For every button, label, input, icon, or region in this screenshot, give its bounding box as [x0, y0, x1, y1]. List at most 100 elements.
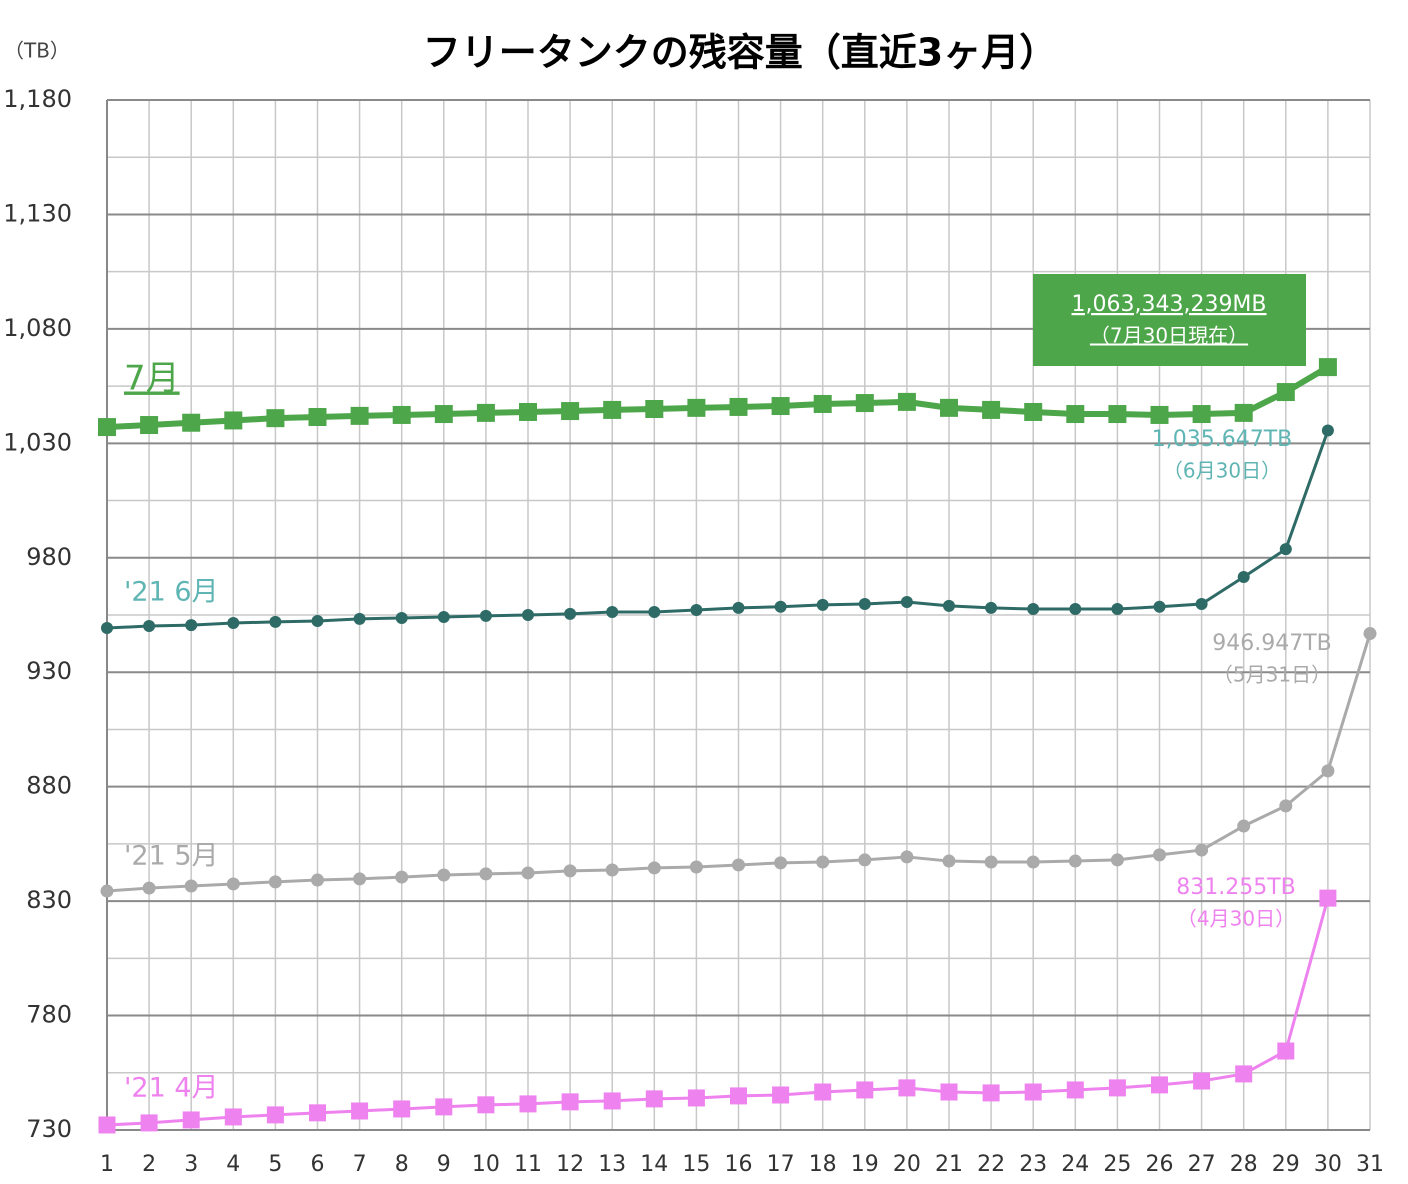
marker: [855, 394, 874, 413]
series-label: 7月: [124, 359, 180, 399]
x-tick-label: 12: [556, 1152, 584, 1177]
marker: [519, 1095, 537, 1113]
marker: [563, 864, 577, 878]
y-tick-label: 880: [26, 772, 72, 800]
x-tick-label: 29: [1272, 1152, 1300, 1177]
x-tick-label: 6: [311, 1152, 325, 1177]
x-tick-label: 20: [893, 1152, 921, 1177]
marker: [98, 1116, 116, 1134]
marker: [395, 870, 409, 884]
marker: [1279, 543, 1292, 556]
marker: [522, 609, 534, 621]
marker: [561, 1093, 579, 1111]
y-tick-label: 780: [26, 1001, 72, 1029]
marker: [392, 405, 411, 424]
marker: [1066, 1081, 1084, 1099]
marker: [1151, 1076, 1168, 1094]
series: [98, 358, 1337, 437]
marker: [561, 402, 580, 421]
marker: [1110, 853, 1124, 867]
marker: [434, 405, 453, 424]
marker: [856, 1081, 874, 1099]
marker: [269, 615, 282, 628]
x-tick-label: 24: [1061, 1152, 1089, 1177]
marker: [940, 398, 958, 417]
marker: [224, 1108, 242, 1126]
marker: [476, 403, 495, 422]
marker: [1234, 403, 1253, 422]
annotation: （6月30日）: [1163, 459, 1281, 483]
marker: [982, 1084, 1000, 1102]
marker: [1027, 603, 1040, 616]
x-tick-label: 22: [977, 1152, 1005, 1177]
series-label: '21 5月: [124, 841, 219, 872]
annotation: （5月31日）: [1213, 663, 1331, 687]
marker: [311, 873, 324, 887]
series-line: [106, 430, 1330, 630]
annotation: （7月30日現在）: [1090, 324, 1248, 348]
marker: [690, 603, 703, 616]
marker: [1153, 600, 1166, 613]
marker: [816, 598, 829, 611]
series-label: '21 6月: [124, 577, 219, 608]
x-tick-label: 28: [1230, 1152, 1258, 1177]
y-tick-label: 830: [26, 886, 72, 914]
y-unit: （TB）: [4, 39, 70, 63]
y-tick-label: 1,030: [3, 428, 72, 456]
marker: [771, 397, 790, 416]
marker: [1277, 1042, 1295, 1060]
marker: [1237, 819, 1251, 833]
marker: [732, 601, 745, 614]
x-tick-label: 31: [1356, 1152, 1384, 1177]
series: [101, 424, 1334, 635]
marker: [224, 411, 243, 430]
x-tick-label: 17: [767, 1152, 795, 1177]
marker: [606, 606, 619, 619]
marker: [1279, 799, 1293, 813]
marker: [814, 1083, 832, 1101]
marker: [897, 392, 916, 411]
marker: [647, 861, 661, 875]
marker: [1235, 1065, 1253, 1083]
series: [98, 889, 1337, 1134]
marker: [984, 855, 998, 869]
marker: [772, 1086, 790, 1104]
x-tick-label: 8: [395, 1152, 409, 1177]
marker: [858, 853, 872, 867]
marker: [603, 400, 622, 419]
marker: [143, 619, 156, 632]
marker: [182, 1111, 200, 1129]
marker: [351, 1102, 369, 1120]
marker: [732, 858, 745, 872]
marker: [227, 617, 240, 630]
x-tick-label: 19: [851, 1152, 879, 1177]
marker: [1195, 598, 1208, 611]
series: [100, 627, 1377, 898]
x-tick-label: 25: [1103, 1152, 1131, 1177]
marker: [100, 884, 114, 898]
x-tick-label: 11: [514, 1152, 542, 1177]
marker: [689, 860, 703, 874]
x-tick-label: 14: [640, 1152, 668, 1177]
marker: [479, 867, 493, 881]
marker: [1318, 358, 1337, 377]
marker: [774, 856, 788, 870]
marker: [395, 611, 408, 624]
marker: [1069, 603, 1082, 616]
annotation: 1,035.647TB: [1152, 427, 1293, 452]
marker: [350, 406, 369, 425]
marker: [1150, 405, 1169, 424]
marker: [1111, 603, 1124, 616]
marker: [353, 872, 367, 886]
marker: [730, 1087, 747, 1105]
marker: [1276, 383, 1295, 402]
marker: [184, 879, 198, 893]
marker: [900, 850, 914, 864]
marker: [816, 855, 830, 869]
marker: [101, 622, 113, 635]
x-tick-label: 2: [142, 1152, 156, 1177]
marker: [687, 398, 706, 417]
marker: [1192, 405, 1211, 424]
marker: [1108, 1079, 1126, 1097]
marker: [942, 854, 956, 868]
